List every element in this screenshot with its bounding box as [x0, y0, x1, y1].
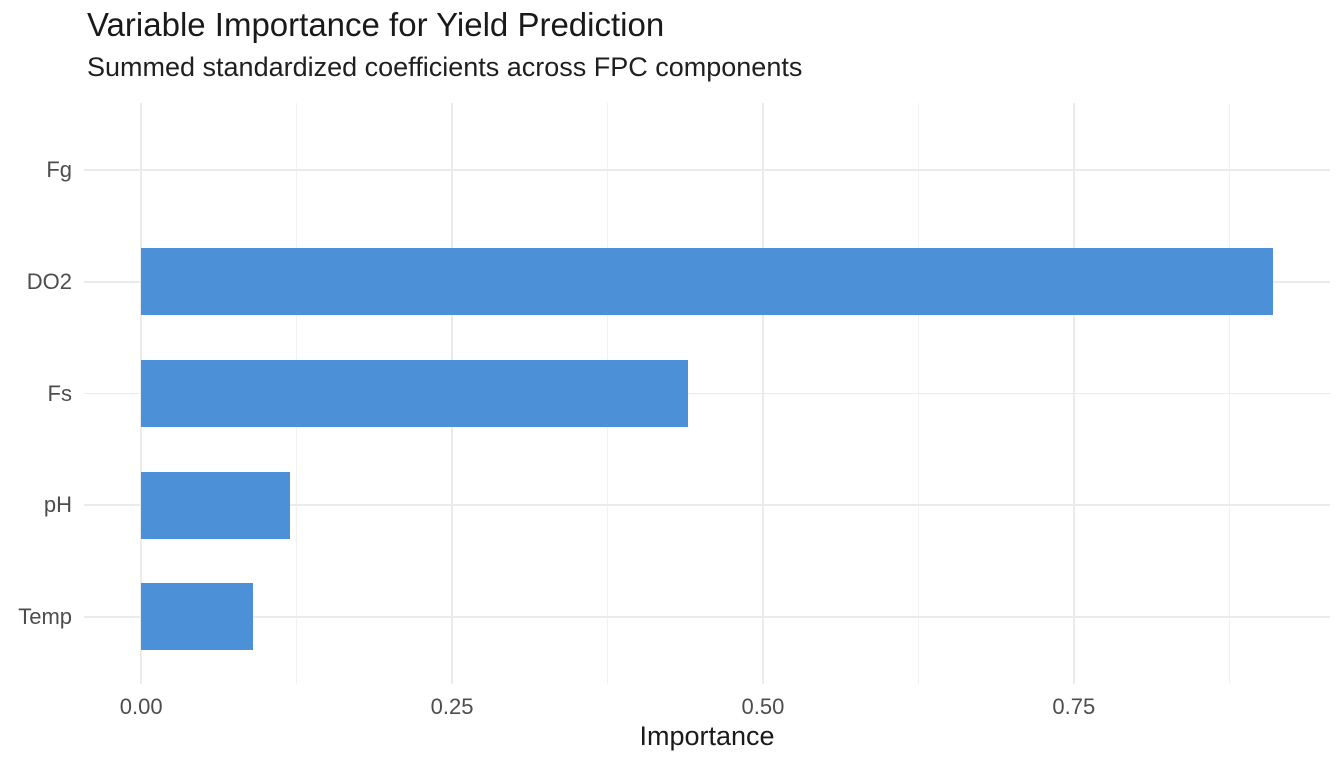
y-major-gridline — [84, 504, 1330, 506]
bar-pH — [141, 471, 291, 539]
y-major-gridline — [84, 616, 1330, 618]
y-axis-label-pH: pH — [43, 492, 72, 518]
y-axis-label-Fs: Fs — [47, 380, 72, 406]
x-tick-label-0.50: 0.50 — [741, 694, 785, 719]
bar-Temp — [141, 583, 254, 651]
x-tick-label-0.75: 0.75 — [1052, 694, 1096, 719]
chart-title: Variable Importance for Yield Prediction — [87, 6, 665, 43]
bar-Fs — [141, 359, 689, 427]
y-major-gridline — [84, 169, 1330, 171]
y-axis-label-Temp: Temp — [18, 603, 72, 629]
chart-subtitle: Summed standardized coefficients across … — [87, 52, 803, 82]
y-axis-label-Fg: Fg — [46, 157, 72, 183]
y-axis-label-DO2: DO2 — [26, 268, 72, 294]
x-tick-label-0.00: 0.00 — [119, 694, 163, 719]
bar-DO2 — [141, 248, 1273, 316]
y-major-gridline — [84, 392, 1330, 395]
x-axis-title: Importance — [639, 721, 775, 751]
x-tick-label-0.25: 0.25 — [430, 694, 474, 719]
